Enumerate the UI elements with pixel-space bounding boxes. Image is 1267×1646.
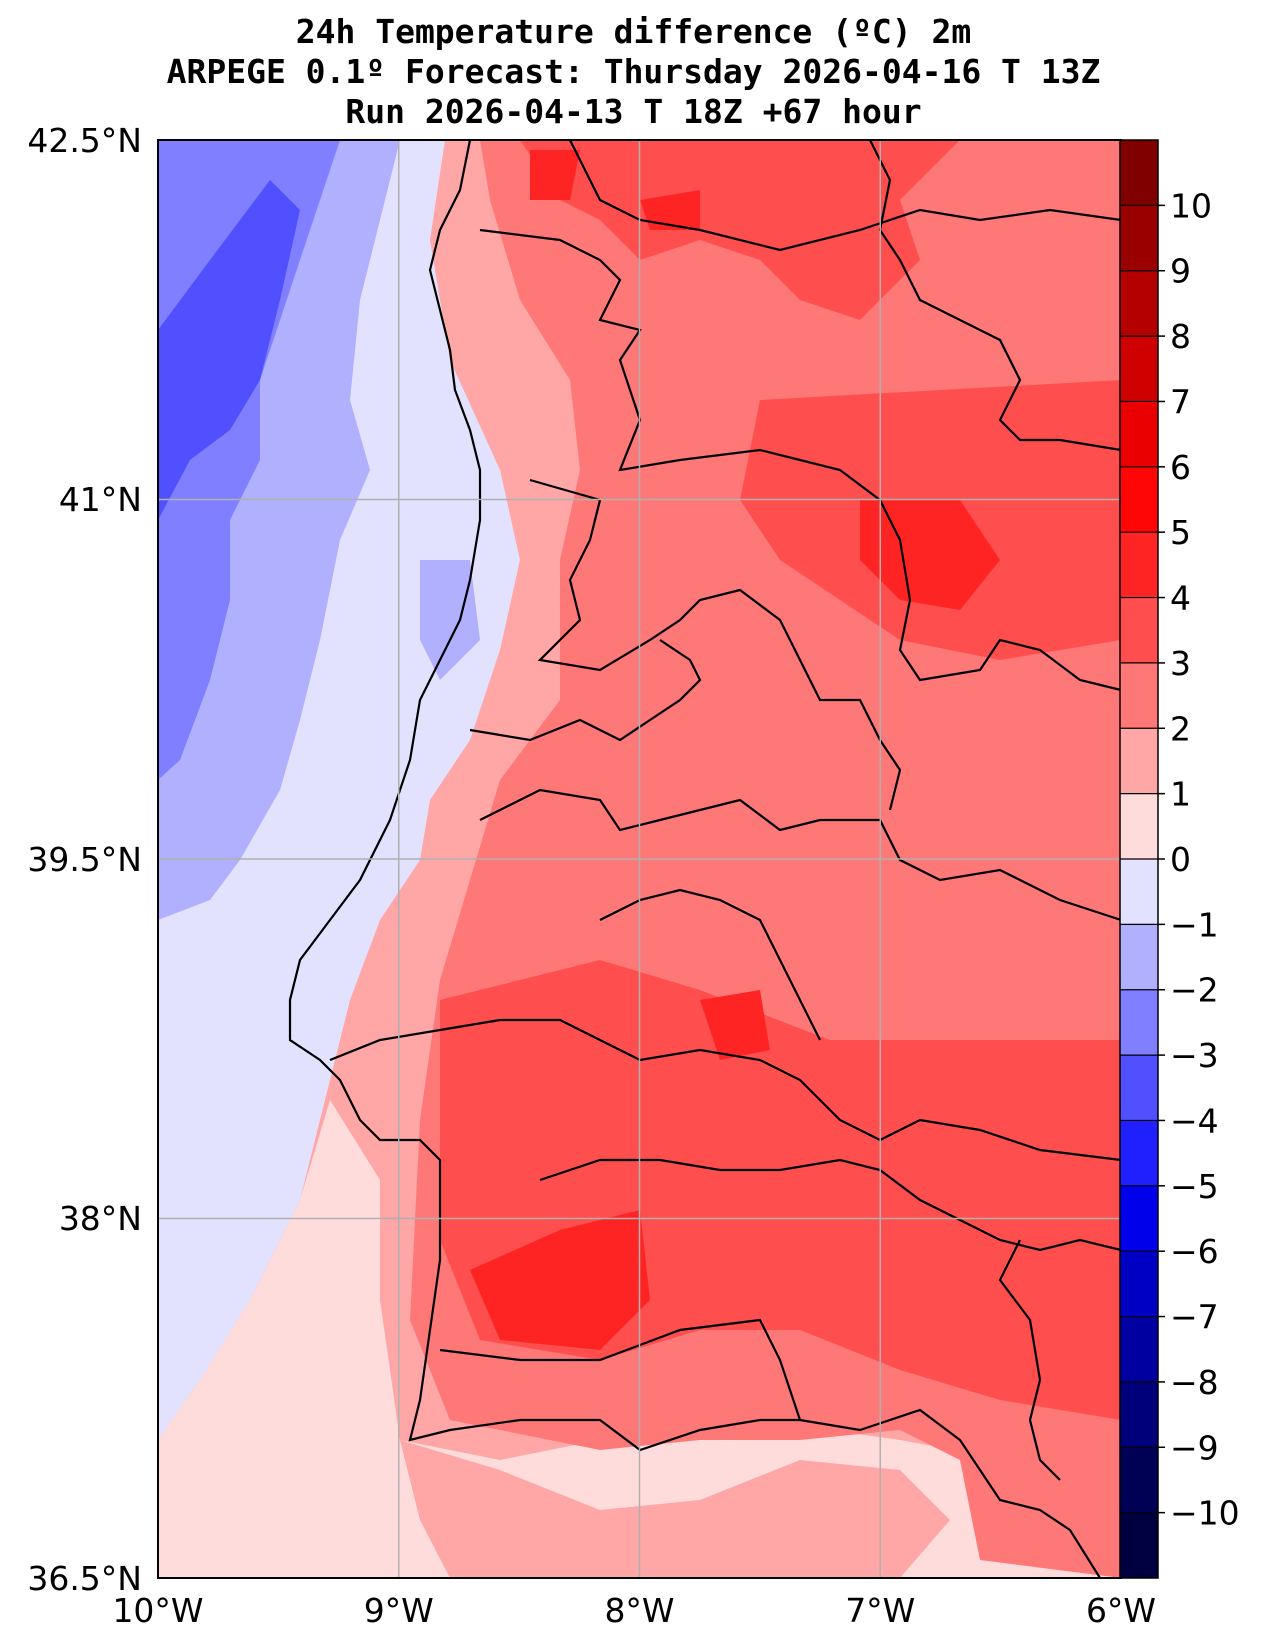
colorbar-segment	[1120, 793, 1158, 860]
district-border-3	[479, 788, 1121, 922]
colorbar-label: −2	[1170, 971, 1219, 1010]
colorbar-segment	[1120, 532, 1158, 599]
colorbar-segment	[1120, 336, 1158, 402]
title-line-2: ARPEGE 0.1º Forecast: Thursday 2026-04-1…	[166, 52, 1101, 91]
colorbar-label: 3	[1170, 644, 1191, 683]
colorbar-label: 7	[1170, 382, 1191, 421]
colorbar-label: 10	[1170, 186, 1212, 225]
lat-tick-label: 38°N	[59, 1199, 142, 1238]
colorbar-label: 0	[1170, 840, 1191, 879]
border-spain-east	[479, 228, 1121, 692]
gridlines	[158, 140, 1121, 1578]
lon-tick-label: 6°W	[1086, 1591, 1156, 1630]
colorbar-segment	[1120, 270, 1158, 337]
alentejo-core-4-5	[470, 1210, 650, 1350]
northeast-core-4-5	[860, 500, 1000, 610]
south-pink-band	[400, 1440, 950, 1578]
title-line-3: Run 2026-04-13 T 18Z +67 hour	[345, 92, 922, 131]
north-core-2	[530, 150, 580, 200]
district-border-7	[439, 1318, 802, 1421]
colorbar-label: 4	[1170, 579, 1191, 618]
colorbar-segment	[1120, 989, 1158, 1056]
colorbar-segment	[1120, 466, 1158, 533]
colorbar-segment	[1120, 140, 1158, 206]
colorbar-label: 9	[1170, 252, 1191, 291]
colorbar-label: −9	[1170, 1428, 1219, 1467]
colorbar-label: 5	[1170, 513, 1191, 552]
border-north-spain	[569, 140, 1121, 252]
colorbar-segment	[1120, 859, 1158, 925]
colorbar-label: −10	[1170, 1494, 1240, 1533]
district-border-5	[599, 888, 821, 1041]
district-border-2	[469, 639, 702, 742]
colorbar-label: 8	[1170, 317, 1191, 356]
district-border-4	[329, 1018, 1121, 1162]
colorbar-segment	[1120, 1447, 1158, 1514]
colorbar-segment	[1120, 1251, 1158, 1318]
colorbar-segment	[1120, 1185, 1158, 1252]
colorbar-label: −5	[1170, 1167, 1219, 1206]
colorbar-segment	[1120, 205, 1158, 272]
colorbar-segment	[1120, 728, 1158, 795]
lon-tick-label: 9°W	[364, 1591, 434, 1630]
colorbar-segment	[1120, 662, 1158, 729]
colorbar-label: −7	[1170, 1298, 1219, 1337]
colorbar-segment	[1120, 924, 1158, 991]
district-border-1	[529, 478, 902, 811]
colorbar-segment	[1120, 1120, 1158, 1187]
colorbar-label: −4	[1170, 1101, 1219, 1140]
colorbar-label: 2	[1170, 709, 1191, 748]
ocean-band-minus-3	[158, 180, 300, 520]
lat-tick-label: 36.5°N	[27, 1559, 142, 1598]
colorbar-segment	[1120, 401, 1158, 468]
border-northeast	[869, 140, 1121, 452]
colorbar-segment	[1120, 1512, 1158, 1579]
lat-tick-label: 39.5°N	[27, 840, 142, 879]
central-core-4-5	[700, 990, 770, 1060]
colorbar-label: 6	[1170, 448, 1191, 487]
colorbar-label: −8	[1170, 1363, 1219, 1402]
colorbar-label: −1	[1170, 905, 1219, 944]
title-line-1: 24h Temperature difference (ºC) 2m	[295, 12, 972, 51]
colorbar-segment	[1120, 1055, 1158, 1121]
colorbar-label: −3	[1170, 1036, 1219, 1075]
lat-tick-label: 42.5°N	[27, 121, 142, 160]
colorbar-segment	[1120, 1316, 1158, 1383]
lat-tick-label: 41°N	[59, 480, 142, 519]
colorbar-segment	[1120, 597, 1158, 664]
coastal-cool-patch	[420, 560, 480, 680]
lon-tick-label: 8°W	[604, 1591, 674, 1630]
border-guadiana	[998, 1239, 1061, 1481]
coastline	[288, 140, 1101, 1578]
lon-tick-label: 7°W	[845, 1591, 915, 1630]
lon-tick-label: 10°W	[112, 1591, 203, 1630]
north-band-3-4	[520, 140, 960, 320]
colorbar-label: −6	[1170, 1232, 1219, 1271]
colorbar-label: 1	[1170, 775, 1191, 814]
colorbar-segment	[1120, 1381, 1158, 1448]
north-core-4-5	[640, 190, 700, 230]
